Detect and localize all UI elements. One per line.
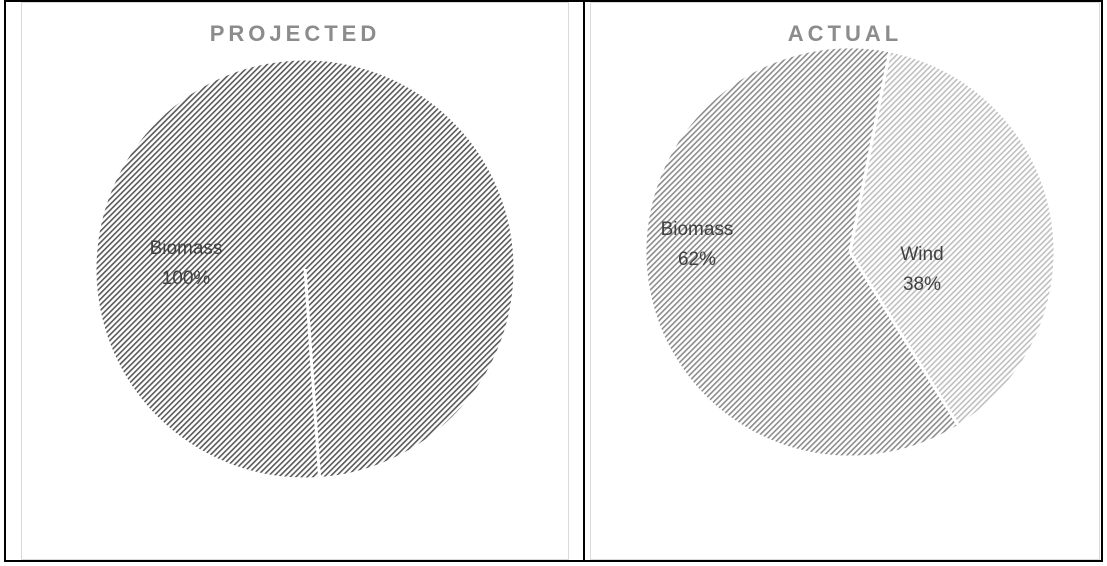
- actual-pie: Biomass 62% Wind 38%: [643, 45, 1057, 459]
- table-divider: [583, 0, 585, 562]
- projected-pie: Biomass 100%: [95, 59, 515, 479]
- actual-chart: ACTUAL Biomass 62% Wind 38%: [590, 2, 1100, 560]
- wind-slice: [848, 49, 1057, 428]
- data-label-percent: 100%: [162, 268, 211, 289]
- data-label: Biomass 62%: [661, 219, 734, 270]
- chart-title: ACTUAL: [787, 21, 903, 46]
- data-label: Wind 38%: [900, 244, 943, 295]
- projected-chart: PROJECTED Biomass 100%: [21, 2, 569, 560]
- data-label: Biomass 100%: [150, 238, 223, 289]
- chart-title: PROJECTED: [209, 21, 381, 46]
- slice-separator: [303, 268, 322, 478]
- biomass-slice: [643, 45, 961, 459]
- data-label-category: Biomass: [150, 238, 223, 259]
- data-label-category: Biomass: [661, 219, 734, 240]
- data-label-percent: 38%: [903, 274, 941, 295]
- data-label-percent: 62%: [678, 249, 716, 270]
- data-label-category: Wind: [900, 244, 943, 265]
